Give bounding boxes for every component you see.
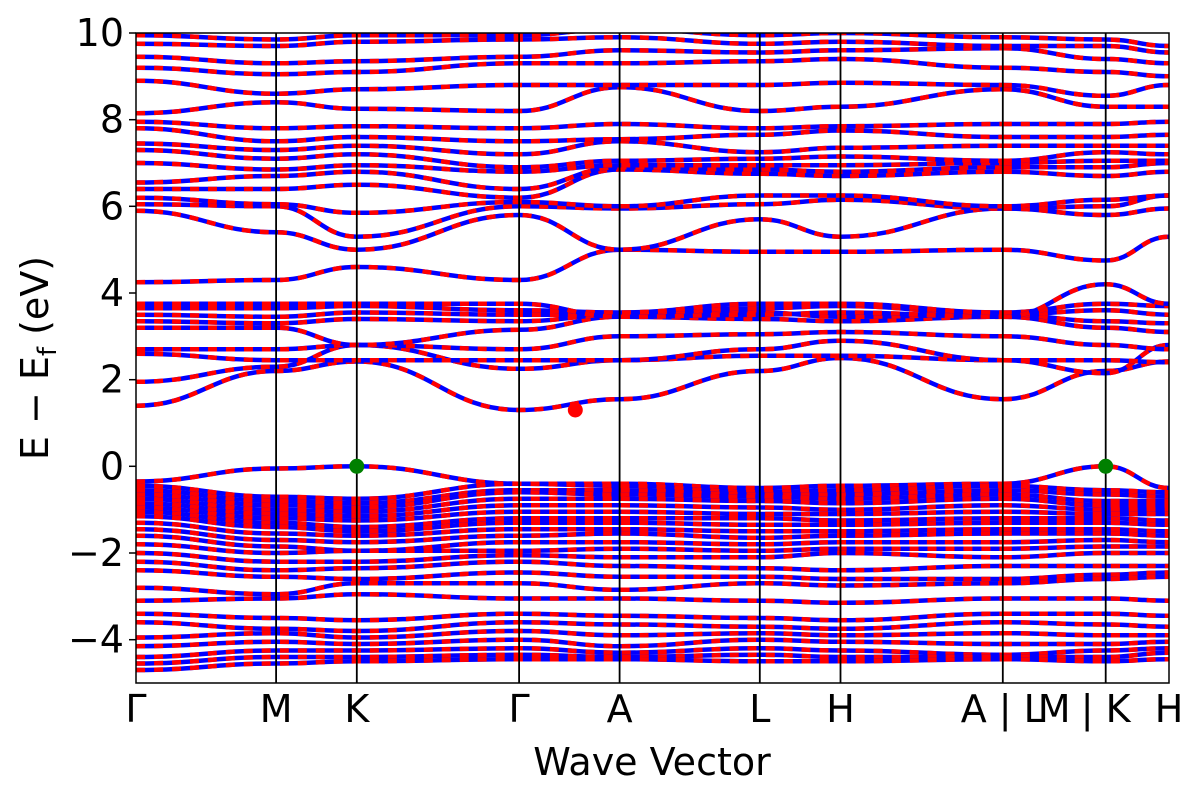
y-axis-title-subscript: f [33,346,63,356]
vbm-marker-k2 [1098,458,1114,474]
x-tick-label-7: H [826,687,855,731]
valence-band-20-spin-up [136,620,1169,634]
x-tick-label-4: Γ [509,687,530,731]
conduction-band-21-spin-up [136,84,1169,116]
conduction-band-18-spin-up [136,139,1169,157]
y-axis-title-unit: (eV) [13,256,57,347]
x-tick-label-9: M [1038,687,1071,731]
valence-band-22-spin-up [136,637,1169,649]
y-axis-title-main: E − E [13,356,57,460]
conduction-band-21-spin-down [136,84,1169,116]
plot-frame [135,32,1170,684]
x-axis-title: Wave Vector [533,740,771,784]
y-tick-label-4: 2 [100,358,124,402]
y-axis-title: E − Ef (eV) [13,256,63,460]
conduction-band-10-spin-down [136,234,1169,285]
y-tick-label-7: 8 [100,98,124,142]
x-tick-label-1: Γ [125,687,146,731]
conduction-band-10-spin-up [136,234,1169,285]
y-tick-label-2: −2 [68,531,124,575]
cbm-marker [567,402,583,418]
valence-band-21-spin-up [136,628,1169,640]
y-tick-label-5: 4 [100,271,124,315]
conduction-band-11-spin-down [136,206,1169,252]
conduction-band-3-spin-up [136,338,1169,365]
conduction-band-20-spin-up [136,119,1169,131]
conduction-band-2-spin-down [136,342,1169,385]
vbm-marker-k [349,458,365,474]
x-tick-label-2: M [260,687,293,731]
conduction-band-12-spin-up [136,193,1169,239]
x-tick-label-11: H [1155,687,1184,731]
y-tick-label-1: −4 [68,618,124,662]
y-tick-label-8: 10 [76,11,124,55]
conduction-band-11-spin-up [136,206,1169,252]
y-tick-label-3: 0 [100,444,124,488]
conduction-band-4-spin-up [136,329,1169,352]
x-tick-label-10: | K [1081,687,1132,732]
x-tick-label-8: A | L [961,687,1045,732]
conduction-band-12-spin-down [136,193,1169,239]
x-tick-label-3: K [344,687,370,731]
valence-band-25-spin-up [136,656,1169,673]
y-tick-label-6: 6 [100,184,124,228]
x-tick-label-5: A [607,687,633,731]
valence-band-19-spin-up [136,611,1169,623]
x-tick-label-6: L [749,687,770,731]
